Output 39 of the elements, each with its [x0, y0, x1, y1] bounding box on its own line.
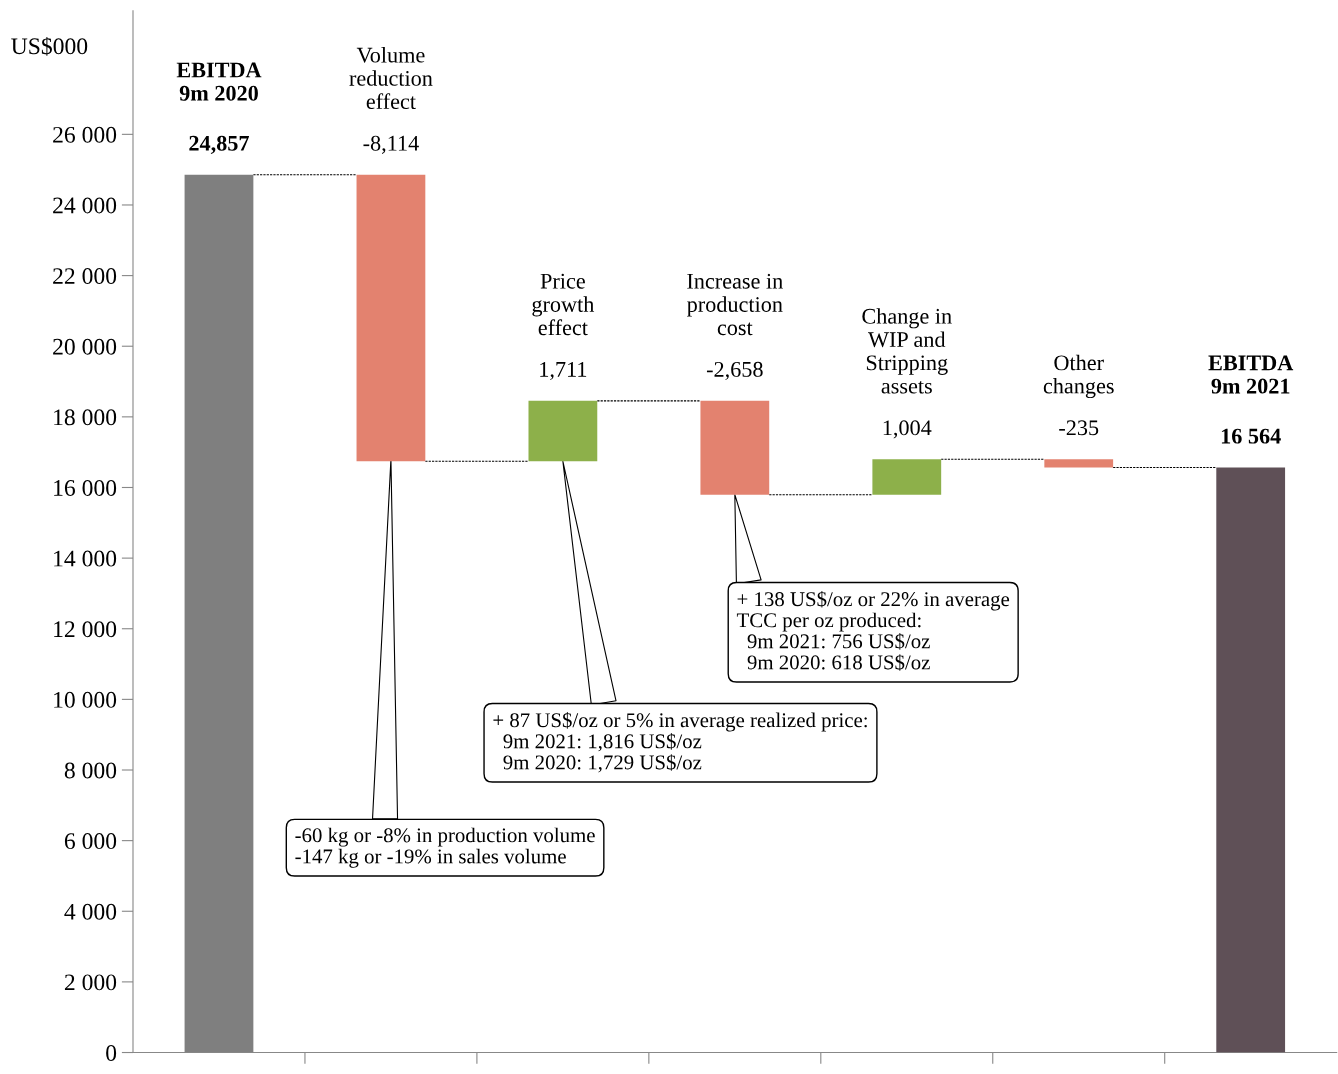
x-tick-label: Other changes — [1043, 354, 1114, 399]
y-axis-title: US$000 — [11, 36, 88, 56]
y-tick-label: 26 000 — [53, 126, 117, 143]
bar — [700, 400, 770, 495]
y-tick-label: 8 000 — [64, 762, 117, 779]
x-tick-label: Price growth effect — [532, 273, 595, 336]
y-tick-label: 16 000 — [54, 479, 117, 496]
y-tick-label: 2 000 — [64, 974, 117, 991]
data-label: 1,004 — [883, 420, 932, 439]
y-tick-label: 12 000 — [54, 621, 117, 638]
x-tick-label: EBITDA 9m 2020 — [176, 62, 262, 101]
data-label: 16 564 — [1221, 428, 1281, 444]
annotation: + 138 US$/oz or 22% in average TCC per oz produced: 9m 2021: 756 US$/oz 9m 2020: 618 US$/oz — [736, 590, 1010, 671]
data-label: 1,711 — [540, 361, 587, 381]
y-tick-label: 0 — [106, 1045, 117, 1061]
bar — [356, 174, 426, 462]
data-label: 24,857 — [189, 135, 249, 154]
y-tick-label: 22 000 — [53, 268, 117, 285]
x-tick-label: EBITDA 9m 2021 — [1208, 355, 1294, 394]
data-label: -235 — [1059, 420, 1099, 436]
data-label: -2,658 — [706, 361, 763, 381]
bar — [1044, 459, 1114, 468]
y-tick-label: 4 000 — [64, 903, 117, 920]
bar — [184, 174, 254, 1053]
y-tick-label: 14 000 — [54, 550, 117, 567]
data-label: -8,114 — [363, 135, 419, 154]
annotation: + 87 US$/oz or 5% in average realized price: 9m 2021: 1,816 US$/oz 9m 2020: 1,729 US$/oz — [493, 711, 867, 773]
y-tick-label: 10 000 — [54, 691, 117, 708]
y-tick-label: 18 000 — [54, 409, 117, 426]
bar — [528, 400, 598, 462]
bar — [1216, 467, 1286, 1053]
x-tick-label: Volume reduction effect — [349, 46, 433, 110]
x-tick-label: Change in WIP and Stripping assets — [862, 308, 952, 394]
y-tick-label: 20 000 — [53, 338, 117, 355]
x-tick-label: Increase in production cost — [687, 273, 783, 336]
y-tick-label: 24 000 — [53, 197, 117, 214]
y-tick-label: 6 000 — [64, 833, 117, 850]
annotation: -60 kg or -8% in production volume -147 kg or -19% in sales volume — [295, 827, 595, 868]
bar — [872, 459, 942, 495]
